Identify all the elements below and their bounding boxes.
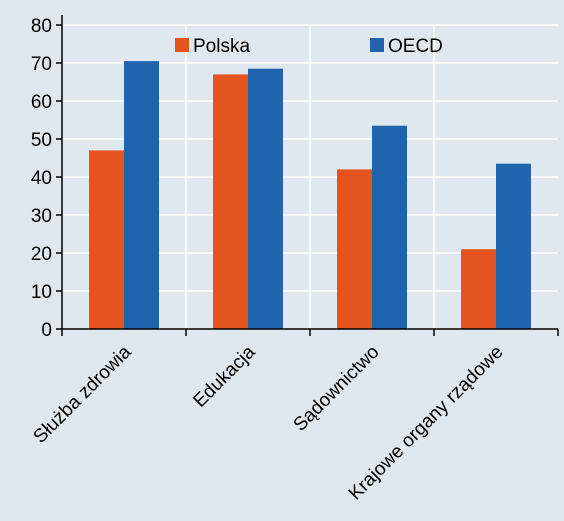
legend: Polska OECD bbox=[175, 36, 443, 57]
legend-swatch-polska bbox=[175, 38, 189, 52]
bar-oecd-0 bbox=[124, 61, 159, 329]
axes bbox=[56, 15, 559, 336]
bar-oecd-3 bbox=[496, 163, 531, 329]
y-tick-label: 60 bbox=[31, 92, 52, 113]
x-tick-label: Służba zdrowia bbox=[30, 341, 136, 447]
bars bbox=[89, 61, 531, 330]
y-tick-label: 50 bbox=[31, 130, 52, 151]
bar-polska-3 bbox=[461, 249, 496, 329]
legend-label-oecd: OECD bbox=[388, 36, 443, 57]
bar-oecd-1 bbox=[248, 68, 283, 329]
bar-oecd-2 bbox=[372, 125, 407, 329]
y-tick-label: 0 bbox=[41, 320, 52, 341]
y-tick-label: 20 bbox=[31, 244, 52, 265]
y-tick-label: 30 bbox=[31, 206, 52, 227]
bar-polska-0 bbox=[89, 150, 124, 329]
bar-polska-2 bbox=[337, 169, 372, 329]
y-tick-label: 70 bbox=[31, 54, 52, 75]
y-tick-label: 80 bbox=[31, 16, 52, 37]
legend-swatch-oecd bbox=[370, 38, 384, 52]
x-tick-label: Edukacja bbox=[189, 341, 259, 411]
legend-label-polska: Polska bbox=[193, 36, 250, 57]
y-tick-label: 10 bbox=[31, 282, 52, 303]
y-tick-label: 40 bbox=[31, 168, 52, 189]
x-tick-label: Sądownictwo bbox=[290, 342, 384, 436]
bar-polska-1 bbox=[213, 74, 248, 330]
